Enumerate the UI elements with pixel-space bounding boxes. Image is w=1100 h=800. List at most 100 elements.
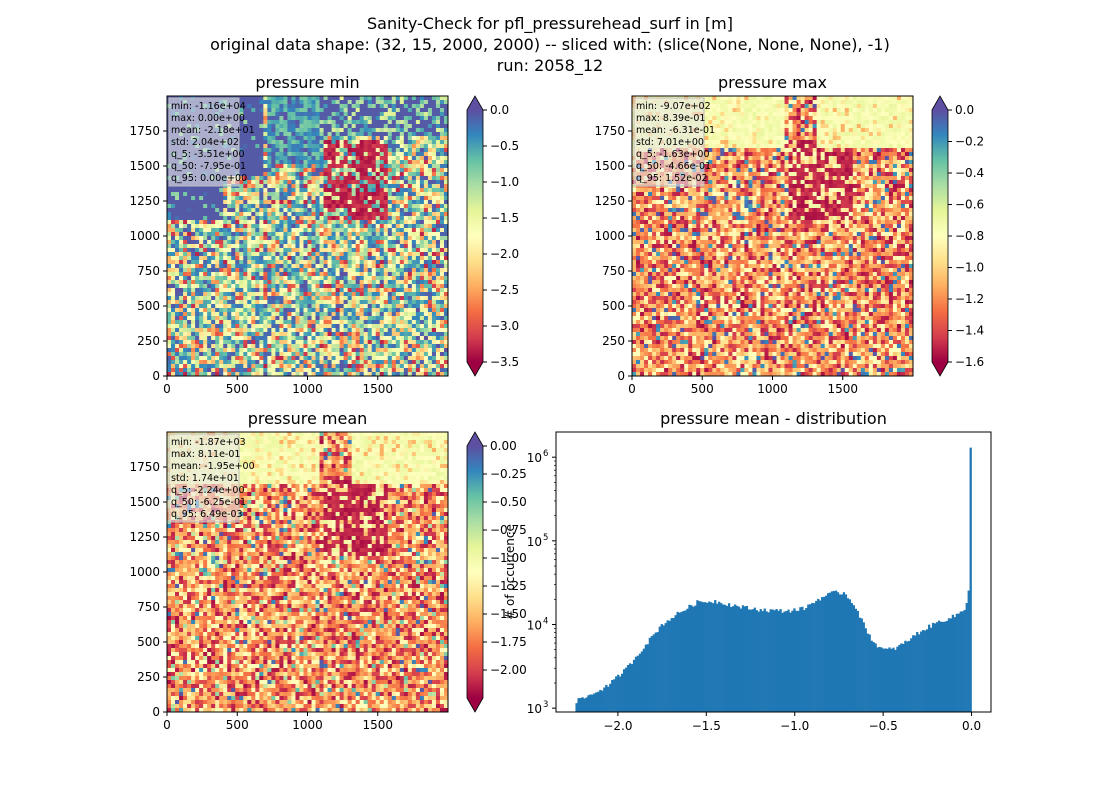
heatmap-cell: [435, 224, 441, 229]
heatmap-cell: [423, 240, 429, 245]
heatmap-cell: [295, 184, 300, 189]
heatmap-cell: [355, 332, 361, 337]
heatmap-cell: [307, 368, 312, 373]
heatmap-cell: [175, 220, 180, 225]
heatmap-cell: [375, 224, 381, 229]
heatmap-cell: [347, 324, 353, 329]
heatmap-cell: [223, 220, 228, 225]
heatmap-cell: [359, 248, 365, 253]
heatmap-cell: [423, 132, 429, 137]
heatmap-cell: [267, 324, 272, 329]
heatmap-cell: [391, 196, 397, 201]
heatmap-cell: [331, 96, 336, 101]
heatmap-cell: [259, 320, 264, 325]
heatmap-cell: [411, 280, 417, 285]
heatmap-cell: [335, 248, 341, 253]
heatmap-cell: [435, 284, 441, 289]
heatmap-cell: [167, 328, 172, 333]
heatmap-cell: [283, 128, 288, 133]
heatmap-cell: [279, 184, 284, 189]
heatmap-cell: [359, 368, 365, 373]
heatmap-cell: [287, 112, 292, 117]
heatmap-cell: [295, 168, 300, 173]
heatmap-cell: [291, 232, 296, 237]
heatmap-cell: [327, 308, 332, 313]
heatmap-cell: [411, 108, 417, 113]
heatmap-cell: [239, 356, 244, 361]
heatmap-cell: [331, 200, 336, 205]
heatmap-cell: [295, 232, 300, 237]
heatmap-cell: [415, 140, 421, 145]
heatmap-cell: [399, 224, 405, 229]
heatmap-cell: [303, 280, 308, 285]
heatmap-cell: [331, 328, 336, 333]
heatmap-cell: [191, 252, 196, 257]
heatmap-cell: [435, 236, 441, 241]
heatmap-cell: [195, 256, 200, 261]
heatmap-cell: [395, 252, 401, 257]
heatmap-cell: [399, 192, 405, 197]
heatmap-cell: [243, 192, 248, 197]
heatmap-cell: [419, 300, 425, 305]
heatmap-cell: [383, 204, 389, 209]
heatmap-cell: [283, 264, 288, 269]
heatmap-cell: [419, 256, 425, 261]
heatmap-cell: [331, 204, 336, 209]
heatmap-cell: [187, 364, 192, 369]
heatmap-cell: [311, 132, 316, 137]
heatmap-cell: [339, 228, 345, 233]
heatmap-cell: [439, 352, 445, 357]
heatmap-cell: [267, 264, 272, 269]
heatmap-cell: [403, 232, 409, 237]
heatmap-cell: [231, 344, 236, 349]
heatmap-cell: [331, 284, 336, 289]
heatmap-cell: [435, 324, 441, 329]
heatmap-cell: [439, 356, 445, 361]
heatmap-cell: [259, 188, 264, 193]
heatmap-cell: [383, 372, 389, 377]
heatmap-cell: [343, 100, 349, 105]
heatmap-cell: [287, 348, 292, 353]
heatmap-cell: [383, 352, 389, 357]
heatmap-cell: [327, 116, 332, 121]
heatmap-cell: [363, 304, 369, 309]
heatmap-cell: [251, 136, 256, 141]
heatmap-cell: [267, 280, 272, 285]
heatmap-cell: [199, 252, 204, 257]
heatmap-cell: [403, 360, 409, 365]
heatmap-cell: [219, 272, 224, 277]
heatmap-cell: [367, 308, 373, 313]
heatmap-cell: [207, 336, 212, 341]
heatmap-cell: [367, 216, 373, 221]
heatmap-cell: [423, 184, 429, 189]
heatmap-cell: [443, 144, 449, 149]
heatmap-cell: [303, 252, 308, 257]
heatmap-cell: [343, 252, 349, 257]
heatmap-cell: [295, 160, 300, 165]
heatmap-cell: [207, 316, 212, 321]
heatmap-cell: [327, 132, 332, 137]
heatmap-cell: [371, 188, 377, 193]
heatmap-cell: [411, 228, 417, 233]
heatmap-cell: [271, 200, 276, 205]
heatmap-cell: [275, 300, 280, 305]
heatmap-cell: [271, 260, 276, 265]
y-tick-label: 1750: [129, 124, 160, 138]
heatmap-cell: [367, 128, 373, 133]
heatmap-cell: [367, 112, 373, 117]
heatmap-cell: [411, 200, 417, 205]
heatmap-cell: [347, 108, 353, 113]
heatmap-cell: [323, 180, 328, 185]
heatmap-cell: [199, 308, 204, 313]
heatmap-cell: [347, 356, 353, 361]
heatmap-cell: [347, 212, 353, 217]
heatmap-cell: [355, 116, 361, 121]
heatmap-cell: [351, 292, 357, 297]
heatmap-cell: [427, 288, 433, 293]
heatmap-cell: [431, 204, 437, 209]
heatmap-cell: [315, 304, 320, 309]
heatmap-cell: [291, 356, 296, 361]
heatmap-cell: [231, 196, 236, 201]
heatmap-cell: [195, 280, 200, 285]
heatmap-cell: [179, 220, 184, 225]
